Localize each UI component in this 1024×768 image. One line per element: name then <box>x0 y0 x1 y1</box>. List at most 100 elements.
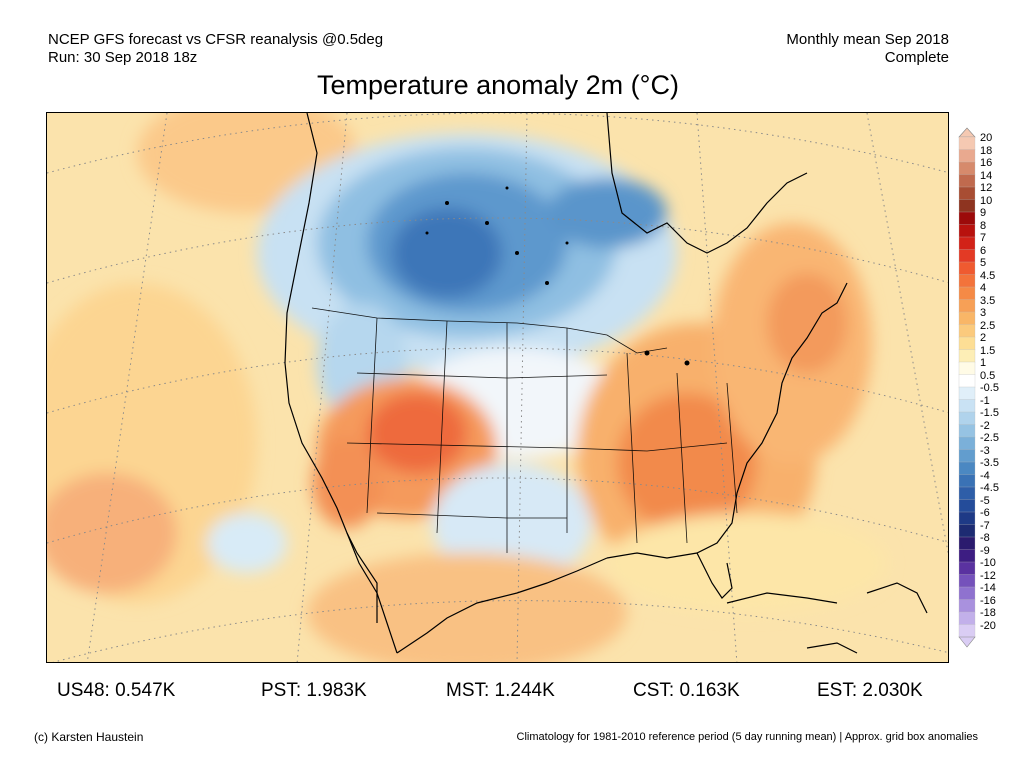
legend-label: 4.5 <box>980 269 996 282</box>
legend-swatch <box>958 486 976 501</box>
legend-colorbar <box>958 127 976 648</box>
legend-label: -1.5 <box>980 407 999 419</box>
legend-label: -1 <box>980 394 990 407</box>
stat-us48: US48: 0.547K <box>57 680 176 701</box>
legend-label: 18 <box>980 144 993 157</box>
legend-label: 5 <box>980 257 987 269</box>
legend-swatch <box>958 574 976 588</box>
legend-label: -3 <box>980 444 990 457</box>
legend-label: -10 <box>980 557 996 569</box>
legend-swatch <box>958 586 976 601</box>
legend-swatch <box>958 561 976 576</box>
legend-label: 9 <box>980 207 987 219</box>
completion-status: Complete <box>884 49 949 66</box>
legend-swatch <box>958 299 976 313</box>
coastlines <box>284 113 928 654</box>
legend-label: -5 <box>980 494 990 507</box>
legend-label: -18 <box>980 607 996 619</box>
legend-swatch <box>958 236 976 251</box>
legend-label: -4 <box>980 469 990 482</box>
legend-swatch <box>958 211 976 226</box>
legend-label: 16 <box>980 157 993 169</box>
legend-swatch <box>958 324 976 338</box>
legend-label: -20 <box>980 619 996 632</box>
legend-swatch <box>958 449 976 463</box>
legend-swatch <box>958 624 976 638</box>
legend-label: 1.5 <box>980 344 996 357</box>
legend-label: -16 <box>980 594 996 607</box>
legend-label: 1 <box>980 357 987 369</box>
legend-swatch <box>958 274 976 288</box>
political-borders <box>311 307 738 553</box>
legend-swatch <box>958 186 976 201</box>
legend-arrow-bottom <box>958 636 976 648</box>
map-canvas <box>47 113 948 662</box>
legend-swatch <box>958 499 976 513</box>
legend-label: -0.5 <box>980 382 999 394</box>
legend-label: -3.5 <box>980 457 999 469</box>
run-info: NCEP GFS forecast vs CFSR reanalysis @0.… <box>48 31 383 67</box>
legend-swatch <box>958 174 976 188</box>
legend-label: 3.5 <box>980 294 996 307</box>
stat-mst: MST: 1.244K <box>446 680 555 701</box>
model-description: NCEP GFS forecast vs CFSR reanalysis @0.… <box>48 31 384 48</box>
legend-swatch <box>958 224 976 238</box>
anomaly-map <box>46 112 949 663</box>
legend-swatch <box>958 361 976 376</box>
legend-swatch <box>958 524 976 538</box>
legend-swatch <box>958 261 976 276</box>
legend-swatch <box>958 536 976 551</box>
legend-label: 8 <box>980 219 987 232</box>
lakes <box>425 186 690 366</box>
legend-swatch <box>958 424 976 438</box>
legend-swatch <box>958 249 976 263</box>
legend-label: 14 <box>980 169 993 182</box>
legend-label: -9 <box>980 544 990 557</box>
legend-swatch <box>958 474 976 488</box>
legend-swatch <box>958 199 976 213</box>
color-legend: 20 18 16 14 12 10 9 8 7 6 5 4.5 4 3.5 3 2.5 2 1.5 1 0.5 -0.5… <box>958 127 1018 649</box>
legend-label: -12 <box>980 569 996 582</box>
stat-pst: PST: 1.983K <box>261 680 367 701</box>
period-label: Monthly mean Sep 2018 <box>786 31 949 48</box>
legend-swatch <box>958 161 976 176</box>
legend-label: -7 <box>980 519 990 532</box>
regional-averages: US48: 0.547K PST: 1.983K MST: 1.244K CST… <box>0 680 1024 704</box>
legend-swatch <box>958 286 976 301</box>
legend-label: -4.5 <box>980 482 999 494</box>
period-info: Monthly mean Sep 2018 Complete <box>786 31 949 67</box>
legend-swatch <box>958 511 976 526</box>
legend-label: 0.5 <box>980 369 996 382</box>
methodology-note: Climatology for 1981-2010 reference peri… <box>516 731 978 743</box>
legend-swatch <box>958 386 976 401</box>
legend-label: 2.5 <box>980 319 996 332</box>
legend-label: 6 <box>980 244 987 257</box>
stat-est: EST: 2.030K <box>817 680 923 701</box>
legend-label: -8 <box>980 532 990 544</box>
legend-label: 3 <box>980 307 987 319</box>
legend-swatch <box>958 461 976 476</box>
run-time: Run: 30 Sep 2018 18z <box>48 49 198 66</box>
legend-swatch <box>958 399 976 413</box>
legend-swatch <box>958 349 976 363</box>
legend-swatch <box>958 374 976 388</box>
credit: (c) Karsten Haustein <box>34 730 144 744</box>
legend-label: -2.5 <box>980 432 999 444</box>
legend-arrow-top <box>958 127 976 138</box>
legend-swatch <box>958 411 976 426</box>
legend-label: -6 <box>980 507 990 519</box>
legend-label: -2 <box>980 419 990 432</box>
legend-swatch <box>958 311 976 326</box>
legend-label: 12 <box>980 182 993 194</box>
graticule <box>47 113 948 662</box>
legend-label: 4 <box>980 282 987 294</box>
legend-swatch <box>958 549 976 563</box>
map-title: Temperature anomaly 2m (°C) <box>317 70 679 100</box>
legend-swatch <box>958 149 976 163</box>
legend-label: 20 <box>980 132 993 144</box>
anomaly-field <box>47 113 887 662</box>
legend-label: 7 <box>980 232 987 244</box>
legend-swatch <box>958 599 976 613</box>
legend-label: -14 <box>980 582 996 594</box>
legend-swatch <box>958 611 976 626</box>
